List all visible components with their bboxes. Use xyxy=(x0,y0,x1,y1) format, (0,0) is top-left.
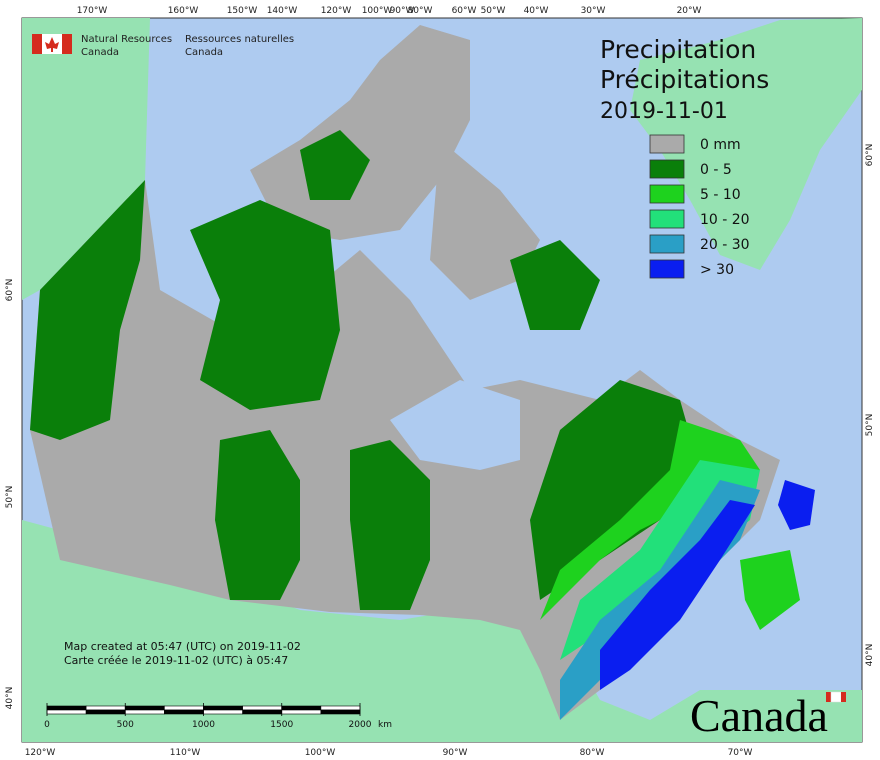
legend: 0 mm 0 - 5 5 - 10 10 - 20 20 - 30 > 30 xyxy=(649,134,750,279)
graticule-label: 140°W xyxy=(267,6,298,16)
graticule-labels: 170°W 160°W 150°W 140°W 120°W 100°W90°W80°W 60… xyxy=(5,6,875,758)
legend-label: 0 - 5 xyxy=(700,162,732,178)
footer-note: Carte créée le 2019-11-02 (UTC) à 05:47 xyxy=(64,654,288,667)
graticule-label: 60°N xyxy=(5,279,15,302)
graticule-label: 90°W xyxy=(390,6,415,16)
graticule-label: 100°W xyxy=(305,748,336,758)
scale-segment xyxy=(242,709,283,715)
scale-segment xyxy=(281,705,322,711)
scale-segment xyxy=(281,709,322,715)
graticule-label: 40°N xyxy=(5,687,15,710)
scale-segment xyxy=(124,705,165,711)
wordmark: Canada xyxy=(690,690,828,741)
legend-swatch xyxy=(649,234,685,254)
scale-segment xyxy=(203,705,243,711)
legend-swatch xyxy=(649,134,685,154)
legend-swatch xyxy=(649,159,685,179)
scale-segment xyxy=(46,709,87,715)
legend-swatch xyxy=(649,259,685,279)
scale-label: 0 xyxy=(44,720,50,730)
graticule-label: 30°W xyxy=(581,6,606,16)
scale-segment xyxy=(320,705,361,711)
title-fr: Précipitations xyxy=(600,65,769,94)
scale-bar: 0 500 1000 1500 2000 km xyxy=(44,703,392,730)
scale-segment xyxy=(85,705,126,711)
graticule-label: 40°W xyxy=(524,6,549,16)
scale-segment xyxy=(164,709,204,715)
org-name-fr: Canada xyxy=(185,47,223,58)
legend-label: 10 - 20 xyxy=(700,212,750,228)
maple-leaf xyxy=(45,37,59,52)
graticule-label: 150°W xyxy=(227,6,258,16)
flag-bar xyxy=(32,34,42,54)
canada-wordmark: Canada xyxy=(690,690,846,741)
graticule-label: 60°W xyxy=(452,6,477,16)
scale-segment xyxy=(320,709,361,715)
scale-label: 1500 xyxy=(270,720,293,730)
scale-segment xyxy=(124,709,165,715)
graticule-label: 50°N xyxy=(5,486,15,509)
graticule-label: 80°W xyxy=(408,6,433,16)
land-canada xyxy=(30,25,815,720)
graticule-label: 50°W xyxy=(481,6,506,16)
scale-segment xyxy=(242,705,283,711)
scale-unit: km xyxy=(378,720,392,730)
scale-label: 1000 xyxy=(192,720,215,730)
legend-label: 5 - 10 xyxy=(700,187,741,203)
legend-swatch xyxy=(649,209,685,229)
legend-label: > 30 xyxy=(700,262,734,278)
graticule-label: 20°W xyxy=(677,6,702,16)
graticule-label: 40°N xyxy=(865,644,875,667)
map-date: 2019-11-01 xyxy=(600,99,728,124)
graticule-label: 160°W xyxy=(168,6,199,16)
org-name-en: Canada xyxy=(81,47,119,58)
scale-label: 2000 xyxy=(349,720,372,730)
org-name-en: Natural Resources xyxy=(81,34,172,45)
scale-segment xyxy=(46,705,87,711)
graticule-label: 170°W xyxy=(77,6,108,16)
graticule-label: 50°N xyxy=(865,414,875,437)
flag-field xyxy=(830,691,842,703)
graticule-label: 120°W xyxy=(321,6,352,16)
legend-label: 20 - 30 xyxy=(700,237,750,253)
title-en: Precipitation xyxy=(600,35,756,64)
legend-label: 0 mm xyxy=(700,137,741,153)
legend-swatch xyxy=(649,184,685,204)
scale-segment xyxy=(203,709,243,715)
graticule-label: 90°W xyxy=(443,748,468,758)
flag-bar xyxy=(826,692,831,702)
graticule-label: 120°W xyxy=(25,748,56,758)
org-name-fr: Ressources naturelles xyxy=(185,34,294,45)
scale-segment xyxy=(164,705,204,711)
scale-label: 500 xyxy=(117,720,134,730)
flag-bar xyxy=(62,34,72,54)
graticule-label: 100°W xyxy=(362,6,393,16)
scale-segment xyxy=(85,709,126,715)
graticule-label: 110°W xyxy=(170,748,201,758)
graticule-label: 60°N xyxy=(865,144,875,167)
graticule-label: 80°W xyxy=(580,748,605,758)
footer-note: Map created at 05:47 (UTC) on 2019-11-02 xyxy=(64,640,301,653)
flag-bar xyxy=(841,692,846,702)
agency-signature: Natural Resources Canada Ressources natu… xyxy=(32,34,294,58)
land-foreign xyxy=(22,18,862,742)
graticule-label: 70°W xyxy=(728,748,753,758)
